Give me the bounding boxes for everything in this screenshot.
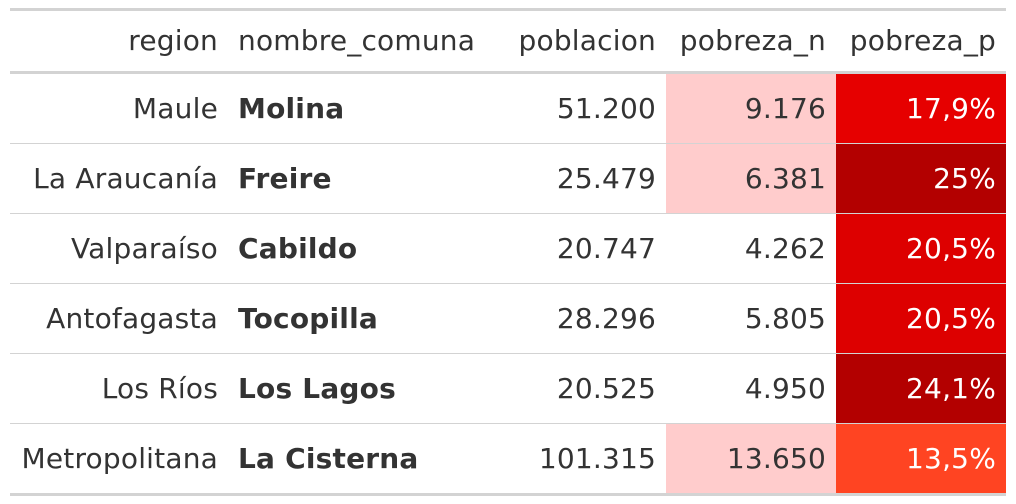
cell-poblacion: 25.479 bbox=[496, 143, 666, 214]
cell-region: Los Ríos bbox=[10, 353, 228, 424]
cell-pobreza-p: 24,1% bbox=[836, 353, 1006, 424]
column-header-pobreza-n: pobreza_n bbox=[666, 9, 836, 74]
cell-pobreza-p: 17,9% bbox=[836, 72, 1006, 144]
cell-poblacion: 20.525 bbox=[496, 353, 666, 424]
poverty-table: region nombre_comuna poblacion pobreza_n… bbox=[10, 8, 1006, 496]
cell-pobreza-p: 20,5% bbox=[836, 213, 1006, 284]
cell-pobreza-n: 13.650 bbox=[666, 423, 836, 495]
cell-nombre-comuna: Tocopilla bbox=[228, 283, 496, 354]
cell-pobreza-p: 25% bbox=[836, 143, 1006, 214]
data-table-container: region nombre_comuna poblacion pobreza_n… bbox=[10, 8, 1006, 496]
cell-nombre-comuna: Freire bbox=[228, 143, 496, 214]
table-row: Metropolitana La Cisterna 101.315 13.650… bbox=[10, 423, 1006, 495]
cell-pobreza-p: 13,5% bbox=[836, 423, 1006, 495]
cell-region: Valparaíso bbox=[10, 213, 228, 284]
cell-pobreza-n: 5.805 bbox=[666, 283, 836, 354]
cell-nombre-comuna: La Cisterna bbox=[228, 423, 496, 495]
cell-pobreza-n: 4.262 bbox=[666, 213, 836, 284]
cell-nombre-comuna: Los Lagos bbox=[228, 353, 496, 424]
table-row: Maule Molina 51.200 9.176 17,9% bbox=[10, 72, 1006, 144]
cell-poblacion: 51.200 bbox=[556, 91, 656, 125]
column-header-pobreza-p: pobreza_p bbox=[836, 9, 1006, 74]
cell-nombre-comuna: Cabildo bbox=[228, 213, 496, 284]
cell-region: Maule bbox=[132, 91, 218, 125]
cell-pobreza-p: 20,5% bbox=[836, 283, 1006, 354]
table-row: La Araucanía Freire 25.479 6.381 25% bbox=[10, 143, 1006, 214]
cell-poblacion: 20.747 bbox=[496, 213, 666, 284]
header-row: region nombre_comuna poblacion pobreza_n… bbox=[10, 9, 1006, 74]
table-body: Maule Molina 51.200 9.176 17,9% La Arauc… bbox=[10, 72, 1006, 495]
cell-pobreza-n: 9.176 bbox=[666, 72, 836, 144]
table-row: Los Ríos Los Lagos 20.525 4.950 24,1% bbox=[10, 353, 1006, 424]
column-header-region: region bbox=[10, 9, 228, 74]
cell-poblacion: 28.296 bbox=[496, 283, 666, 354]
cell-region: La Araucanía bbox=[10, 143, 228, 214]
cell-pobreza-n: 4.950 bbox=[666, 353, 836, 424]
cell-region: Metropolitana bbox=[10, 423, 228, 495]
table-row: Valparaíso Cabildo 20.747 4.262 20,5% bbox=[10, 213, 1006, 284]
cell-pobreza-n: 6.381 bbox=[666, 143, 836, 214]
table-row: Antofagasta Tocopilla 28.296 5.805 20,5% bbox=[10, 283, 1006, 354]
cell-region: Antofagasta bbox=[10, 283, 228, 354]
column-header-nombre-comuna: nombre_comuna bbox=[228, 9, 496, 74]
cell-nombre-comuna: Molina bbox=[238, 91, 345, 125]
table-header: region nombre_comuna poblacion pobreza_n… bbox=[10, 9, 1006, 74]
cell-poblacion: 101.315 bbox=[496, 423, 666, 495]
column-header-poblacion: poblacion bbox=[496, 9, 666, 74]
